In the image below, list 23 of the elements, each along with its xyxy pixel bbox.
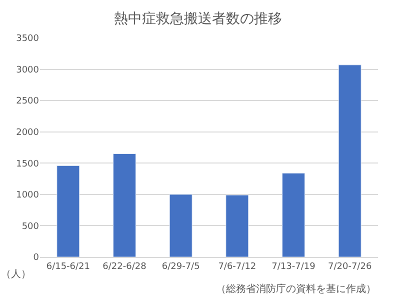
chart-title: 熱中症救急搬送者数の推移	[114, 11, 282, 28]
y-tick-label: 2500	[16, 96, 40, 107]
y-tick-label: 1000	[16, 190, 40, 201]
bar	[282, 172, 306, 257]
x-tick-label: 6/15-6/21	[46, 262, 90, 272]
y-axis-title: （人）	[1, 269, 31, 280]
bar	[226, 194, 249, 257]
x-tick-label: 6/22-6/28	[102, 262, 147, 272]
y-tick-label: 500	[22, 222, 40, 232]
bar	[169, 194, 192, 257]
bar	[56, 165, 80, 257]
y-tick-label: 0	[33, 253, 40, 264]
bar	[112, 154, 136, 257]
x-tick-label: 6/29-7/5	[162, 262, 200, 272]
x-tick-label: 7/20-7/26	[328, 262, 372, 272]
bar	[338, 64, 362, 257]
text: （総務省消防庁の資料を基に作成）	[216, 283, 376, 295]
x-tick-label: 7/6-7/12	[218, 262, 256, 272]
y-tick-label: 3500	[16, 34, 40, 44]
x-tick-label: 7/13-7/19	[272, 262, 316, 272]
y-tick-label: 3000	[16, 65, 40, 76]
y-tick-label: 2000	[16, 128, 40, 138]
y-tick-label: 1500	[16, 159, 40, 170]
